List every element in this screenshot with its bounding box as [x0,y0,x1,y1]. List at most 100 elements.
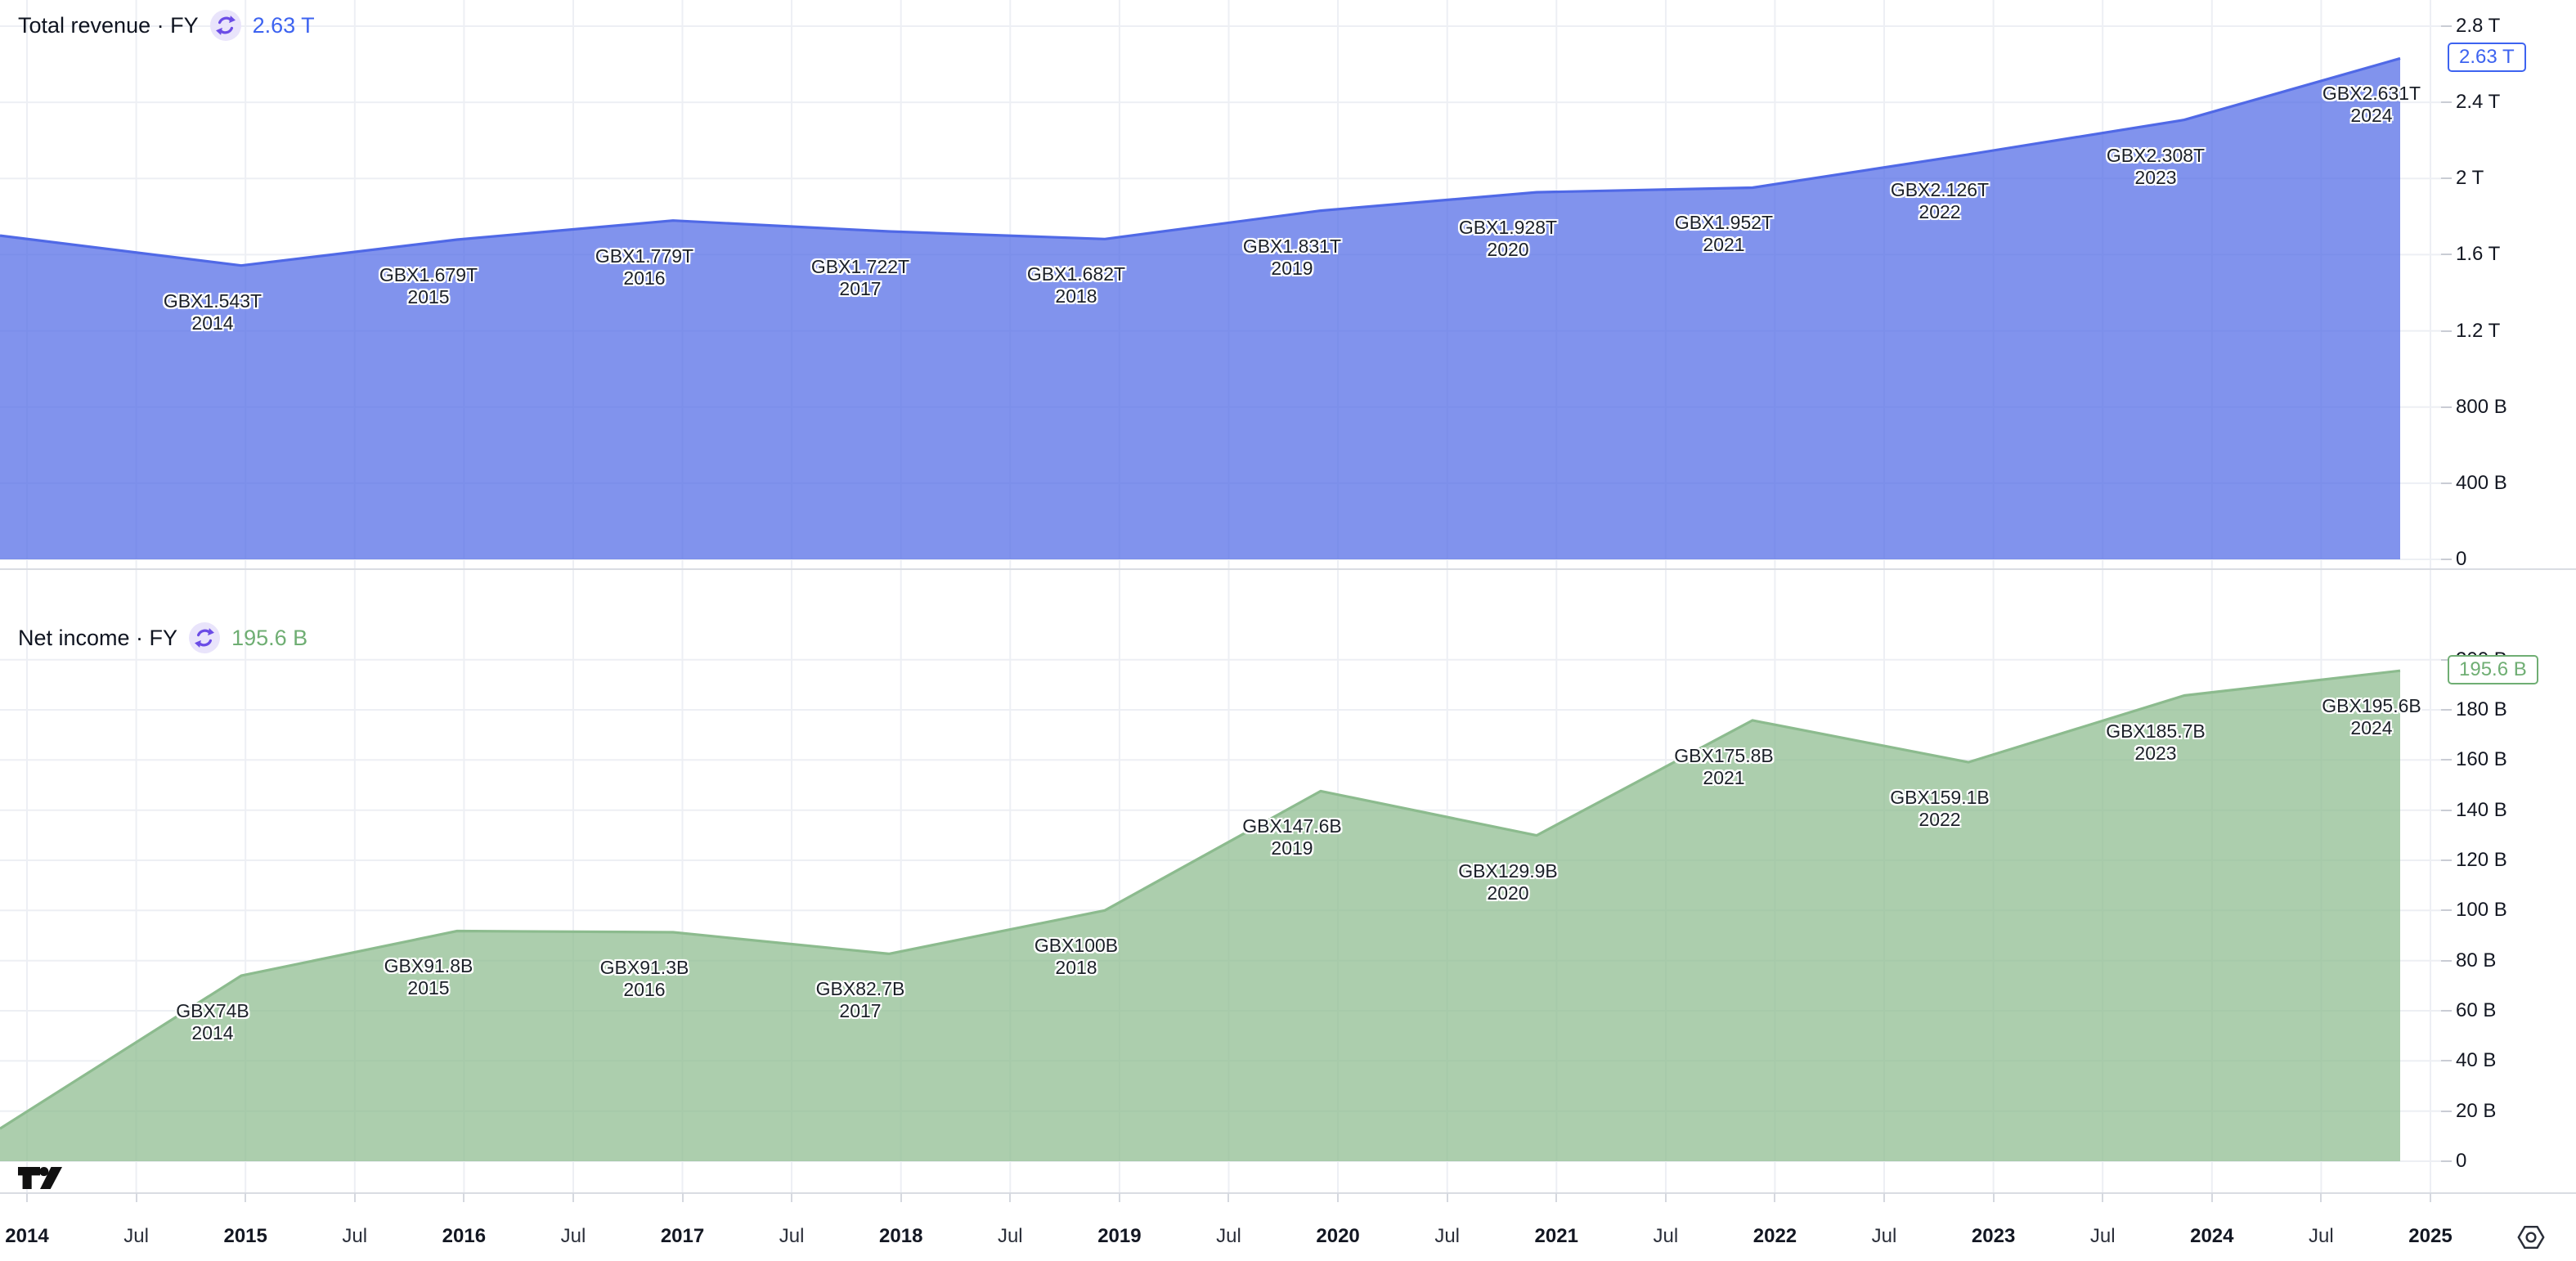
time-axis-tick [1337,1193,1340,1202]
price-axis-tick [2441,330,2452,332]
time-axis-tick [1009,1193,1012,1202]
time-axis-label: 2015 [223,1225,267,1247]
price-axis-label-net-income: 0 [2456,1150,2467,1172]
price-axis-label-net-income: 160 B [2456,748,2507,771]
time-axis-tick [1774,1193,1776,1202]
time-axis-tick [26,1193,28,1202]
time-axis-label: 2018 [879,1225,923,1247]
data-label-revenue-2023: GBX2.308T 2023 [2106,144,2206,188]
data-label-net-income-2015: GBX91.8B 2015 [384,955,473,999]
time-axis-tick [353,1193,356,1202]
time-axis-tick [245,1193,247,1202]
price-axis-tick [2441,658,2452,661]
price-axis-tick [2441,959,2452,962]
series-title-net-income[interactable]: Net income · FY [18,626,178,650]
legend-total-revenue: Total revenue · FY 2.63 T [18,9,315,42]
price-axis-label-net-income: 20 B [2456,1099,2497,1122]
time-axis-label: 2023 [1971,1225,2016,1247]
time-axis-label: Jul [1434,1225,1460,1247]
time-axis-label: 2014 [5,1225,49,1247]
price-axis-label-revenue: 2 T [2456,167,2484,190]
data-label-net-income-2020: GBX129.9B 2020 [1458,859,1558,904]
price-axis-label-net-income: 120 B [2456,848,2507,871]
tradingview-logo[interactable] [18,1167,62,1189]
time-axis-label: Jul [997,1225,1023,1247]
time-axis-label: 2025 [2408,1225,2453,1247]
time-axis-label: 2021 [1534,1225,1578,1247]
time-axis-label: 2016 [442,1225,487,1247]
refresh-icon-glyph [195,628,215,648]
time-axis-label: Jul [342,1225,368,1247]
last-value-badge-revenue: 2.63 T [2448,43,2526,73]
price-axis-tick [2441,759,2452,761]
time-axis-tick [1555,1193,1558,1202]
data-label-revenue-2017: GBX1.722T 2017 [810,256,910,300]
last-value-badge-net-income: 195.6 B [2448,655,2538,685]
price-axis-label-revenue: 2.8 T [2456,15,2501,37]
price-axis-tick [2441,406,2452,408]
price-axis-tick [2441,1160,2452,1162]
data-label-net-income-2017: GBX82.7B 2017 [815,978,905,1022]
data-label-net-income-2024: GBX195.6B 2024 [2322,695,2421,739]
price-axis-label-net-income: 180 B [2456,698,2507,720]
time-axis-label: Jul [1216,1225,1241,1247]
price-axis-tick [2441,1110,2452,1112]
time-axis-tick [2429,1193,2431,1202]
refresh-icon[interactable] [209,10,241,41]
data-label-revenue-2024: GBX2.631T 2024 [2322,83,2421,127]
data-label-revenue-2020: GBX1.928T 2020 [1458,217,1558,261]
time-axis-tick [1118,1193,1120,1202]
settings-gear-icon[interactable] [2515,1222,2547,1253]
time-axis-tick [1664,1193,1667,1202]
data-label-revenue-2019: GBX1.831T 2019 [1242,235,1342,279]
price-axis-label-net-income: 60 B [2456,998,2497,1021]
time-axis-label: Jul [2089,1225,2116,1247]
time-axis-label: 2019 [1097,1225,1142,1247]
price-axis-label-net-income: 140 B [2456,798,2507,821]
data-label-net-income-2021: GBX175.8B 2021 [1674,744,1774,788]
price-axis-label-net-income: 40 B [2456,1049,2497,1072]
time-axis-tick [1992,1193,1995,1202]
series-title-revenue[interactable]: Total revenue · FY [18,13,199,38]
time-axis-tick [2320,1193,2322,1202]
data-label-net-income-2018: GBX100B 2018 [1034,935,1119,979]
price-axis-label-revenue: 2.4 T [2456,91,2501,114]
data-label-revenue-2021: GBX1.952T 2021 [1674,212,1774,256]
price-axis-tick [2441,1060,2452,1062]
time-axis-tick [681,1193,684,1202]
price-axis-tick [2441,1009,2452,1012]
series-value-revenue: 2.63 T [252,13,315,38]
time-axis-tick [791,1193,793,1202]
price-axis-tick [2441,254,2452,256]
price-axis-label-net-income: 80 B [2456,949,2497,972]
data-label-revenue-2014: GBX1.543T 2014 [163,289,263,334]
price-axis-tick [2441,101,2452,104]
price-axis-tick [2441,909,2452,912]
time-axis-label: Jul [560,1225,586,1247]
data-label-net-income-2022: GBX159.1B 2022 [1890,787,1990,831]
price-axis-label-revenue: 400 B [2456,471,2507,494]
price-axis-label-net-income: 100 B [2456,899,2507,922]
time-axis-label: Jul [1871,1225,1897,1247]
time-axis-label: Jul [123,1225,149,1247]
time-axis-tick [572,1193,574,1202]
time-axis-tick [1446,1193,1448,1202]
data-label-revenue-2022: GBX2.126T 2022 [1890,178,1990,222]
price-axis-label-revenue: 0 [2456,548,2467,570]
data-label-net-income-2016: GBX91.3B 2016 [599,957,689,1000]
time-axis-label: 2020 [1316,1225,1360,1247]
data-label-net-income-2014: GBX74B 2014 [176,1000,249,1044]
data-label-net-income-2023: GBX185.7B 2023 [2106,720,2206,764]
data-label-net-income-2019: GBX147.6B 2019 [1242,815,1342,859]
legend-net-income: Net income · FY 195.6 B [18,622,307,654]
time-axis-tick [900,1193,902,1202]
refresh-icon[interactable] [189,622,221,653]
time-axis-tick [2210,1193,2213,1202]
time-axis-tick [463,1193,465,1202]
time-axis-label: 2024 [2190,1225,2234,1247]
time-axis-label: Jul [779,1225,805,1247]
price-axis-tick [2441,559,2452,560]
data-label-revenue-2018: GBX1.682T 2018 [1026,263,1126,307]
